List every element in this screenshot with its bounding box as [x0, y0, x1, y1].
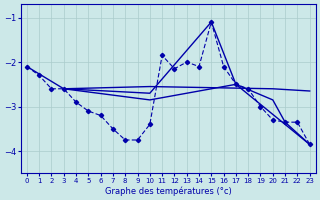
X-axis label: Graphe des températures (°c): Graphe des températures (°c) [105, 186, 232, 196]
